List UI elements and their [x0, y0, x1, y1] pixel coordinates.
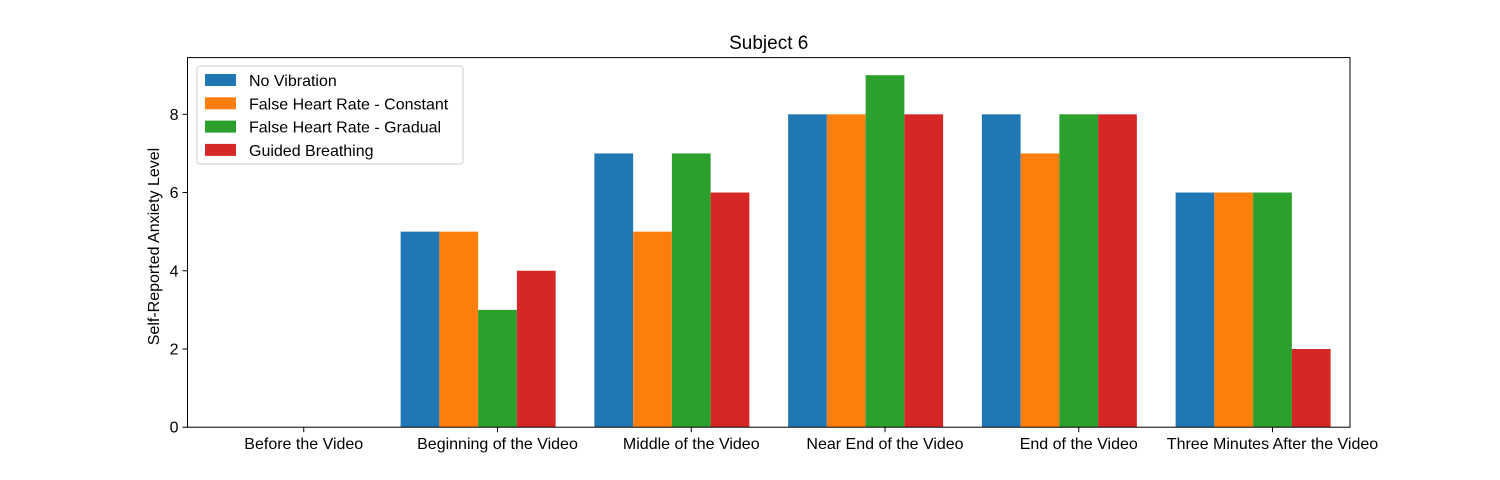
bar-false-heart-rate-gradual-5: [1253, 192, 1292, 428]
legend-swatch: [205, 74, 236, 86]
y-axis-label: Self-Reported Anxiety Level: [146, 148, 163, 345]
bar-false-heart-rate-constant-5: [1214, 192, 1254, 428]
bar-false-heart-rate-gradual-2: [671, 153, 711, 428]
legend-label: False Heart Rate - Constant: [249, 96, 449, 113]
bar-false-heart-rate-gradual-3: [865, 75, 905, 428]
y-tick-label: 8: [170, 107, 179, 124]
legend-label: No Vibration: [249, 73, 337, 90]
bar-false-heart-rate-gradual-1: [478, 309, 517, 428]
x-tick-label: Before the Video: [244, 436, 363, 453]
bar-guided-breathing-1: [516, 270, 556, 428]
bar-guided-breathing-4: [1098, 114, 1137, 428]
bar-false-heart-rate-constant-3: [826, 114, 866, 428]
x-tick-label: Near End of the Video: [806, 436, 963, 453]
legend-box: [196, 65, 464, 165]
bar-no-vibration-2: [594, 153, 634, 428]
y-tick-label: 0: [170, 420, 179, 437]
chart-title: Subject 6: [729, 33, 808, 54]
plot-frame: [187, 57, 1351, 428]
bar-false-heart-rate-constant-2: [633, 231, 672, 428]
bar-false-heart-rate-constant-1: [439, 231, 479, 428]
x-tick-label: End of the Video: [1020, 436, 1138, 453]
bar-guided-breathing-2: [710, 192, 750, 428]
legend-swatch: [205, 143, 236, 156]
x-tick-label: Three Minutes After the Video: [1167, 436, 1378, 453]
y-tick-label: 4: [170, 263, 179, 280]
bars: [400, 75, 1331, 428]
bar-no-vibration-4: [981, 114, 1021, 428]
legend-swatch: [205, 120, 236, 133]
bar-no-vibration-5: [1175, 192, 1215, 428]
bar-no-vibration-3: [788, 114, 827, 428]
y-tick-label: 6: [170, 185, 179, 202]
x-axis: Before the Video Beginning of the Video Mi…: [244, 427, 1378, 453]
bar-guided-breathing-3: [904, 114, 944, 428]
bar-no-vibration-1: [400, 231, 440, 428]
bar-guided-breathing-5: [1291, 348, 1331, 428]
legend-swatch: [205, 97, 236, 110]
x-tick-label: Beginning of the Video: [417, 436, 578, 453]
legend-label: False Heart Rate - Gradual: [249, 120, 441, 137]
legend-label: Guided Breathing: [249, 143, 374, 160]
y-tick-label: 2: [170, 341, 179, 358]
bar-false-heart-rate-constant-4: [1020, 153, 1060, 428]
bar-false-heart-rate-gradual-4: [1059, 114, 1099, 428]
y-axis: 0 2 4 6 8: [170, 107, 188, 437]
x-tick-label: Middle of the Video: [623, 436, 760, 453]
legend: No Vibration False Heart Rate - Constant F…: [196, 65, 464, 165]
